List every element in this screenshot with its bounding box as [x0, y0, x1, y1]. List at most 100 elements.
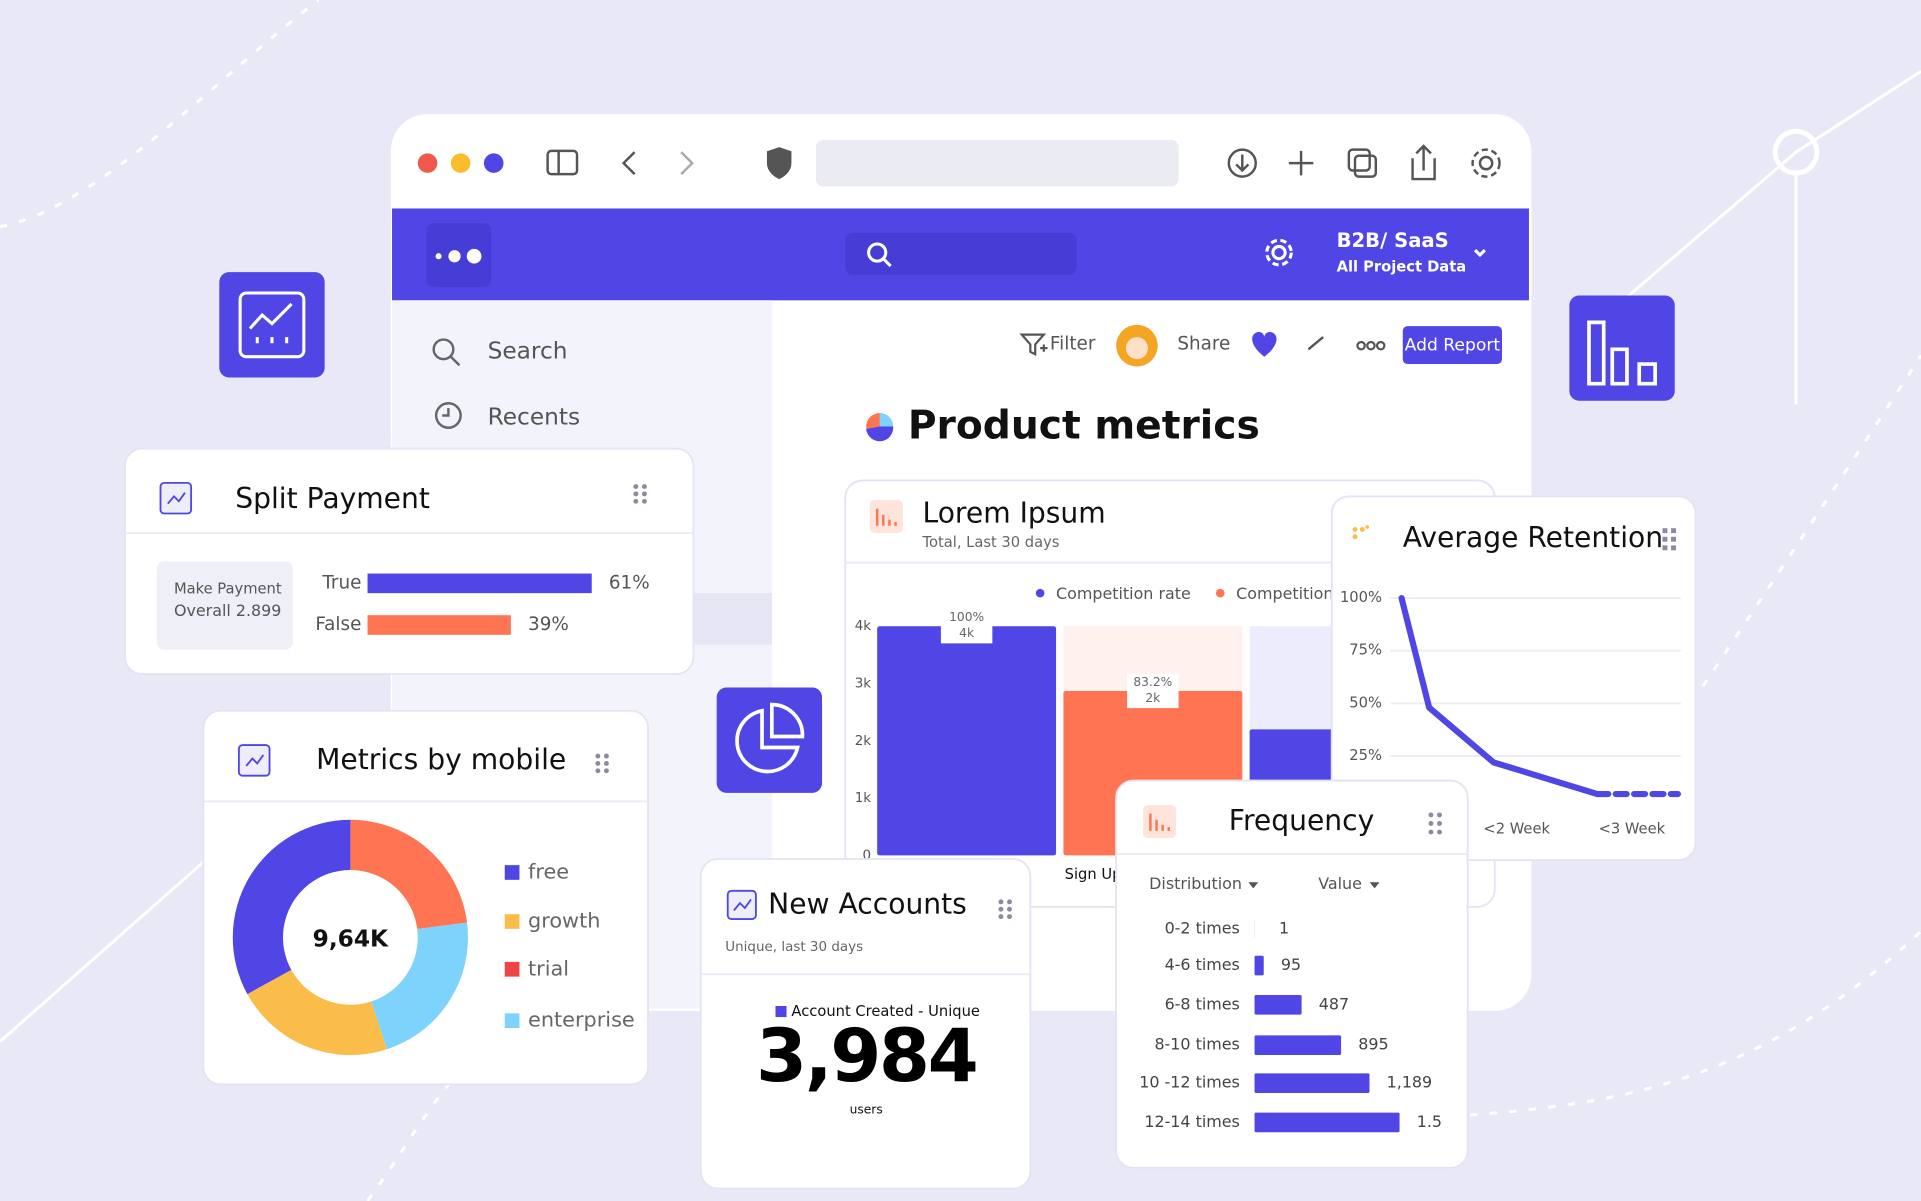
card-icon	[1143, 805, 1177, 839]
row-label: 12-14 times	[1144, 1112, 1240, 1131]
legend-label: enterprise	[528, 1008, 635, 1032]
shape	[1437, 829, 1442, 835]
drag-handle[interactable]	[1662, 528, 1676, 551]
column-header[interactable]: Distribution	[1149, 874, 1242, 893]
shape	[633, 498, 639, 504]
shape	[1040, 344, 1048, 352]
legend-swatch	[1215, 588, 1225, 598]
card-icon-line	[167, 492, 186, 505]
shape	[449, 355, 461, 367]
bar	[1254, 1112, 1400, 1133]
legend-label: Competition rate	[1056, 584, 1191, 603]
annotation-box	[940, 609, 993, 644]
summary-label: Make Payment	[174, 580, 282, 597]
donut-slice	[232, 819, 351, 995]
address-bar[interactable]	[815, 139, 1179, 187]
share-button[interactable]: Share	[1177, 333, 1230, 354]
shape	[1235, 154, 1250, 173]
drag-handle[interactable]	[998, 899, 1012, 920]
shape	[0, 0, 320, 229]
shape	[1019, 333, 1047, 357]
shape	[1007, 914, 1012, 920]
workspace-name[interactable]: B2B/ SaaS	[1337, 229, 1449, 252]
shape	[1662, 536, 1668, 542]
shape	[1662, 528, 1668, 534]
y-tick-label: 0	[862, 847, 871, 863]
shape	[595, 753, 601, 759]
shape	[766, 147, 792, 180]
shape	[546, 149, 579, 176]
title-icon-part	[866, 426, 894, 442]
project-name[interactable]: All Project Data	[1337, 258, 1467, 275]
value-label: 487	[1319, 994, 1349, 1013]
window-minimize[interactable]	[450, 153, 471, 173]
sidebar-recents[interactable]: Recents	[488, 403, 581, 430]
header-search[interactable]	[845, 232, 1077, 275]
y-tick-label: 25%	[1349, 747, 1382, 764]
card-title: Average Retention	[1403, 521, 1663, 554]
drag-handle[interactable]	[595, 753, 609, 774]
shape	[1701, 354, 1921, 688]
like-button[interactable]	[1252, 331, 1277, 357]
shape	[1359, 526, 1365, 532]
legend-label: growth	[528, 908, 600, 932]
card-icon-line	[733, 898, 752, 912]
filter-button[interactable]: Filter	[1050, 333, 1096, 354]
shape	[1662, 545, 1668, 551]
shape	[1671, 545, 1676, 551]
more-button[interactable]	[1356, 340, 1386, 351]
frequency-card: Frequency Distribution Value 0-2 times 1 4…	[1115, 779, 1469, 1169]
shape	[1471, 148, 1501, 178]
legend-swatch	[504, 914, 520, 929]
card-title: Frequency	[1229, 804, 1374, 837]
shape	[1579, 69, 1921, 339]
browser-icons[interactable]	[546, 144, 1501, 181]
shape	[1227, 148, 1257, 178]
add-report-button[interactable]	[1402, 326, 1503, 365]
logo-dot	[466, 248, 482, 264]
shape	[633, 484, 639, 490]
link-button[interactable]	[1307, 336, 1324, 351]
retention-card: Average Retention 25% 50% 75% 100% <2 Week <3…	[1330, 495, 1697, 862]
logo-dot	[448, 250, 461, 263]
avatar-face	[1125, 337, 1148, 360]
shape	[595, 760, 601, 766]
card	[699, 858, 1032, 1190]
card-icon-bars	[875, 508, 897, 526]
shape	[595, 768, 601, 774]
drag-handle[interactable]	[1428, 812, 1442, 835]
header-icons[interactable]	[867, 238, 1486, 268]
dropdown-arrow	[1248, 882, 1259, 889]
shape	[432, 338, 455, 361]
x-tick-label: Sign Up	[1065, 866, 1122, 883]
shape	[641, 484, 647, 490]
sidebar-search[interactable]: Search	[488, 337, 568, 364]
bar	[1254, 1073, 1370, 1094]
split-payment-card: Split Payment Make Payment Overall 2.899…	[124, 447, 695, 675]
drag-handle[interactable]	[633, 484, 647, 504]
shape	[867, 242, 888, 263]
row-label: 0-2 times	[1165, 918, 1240, 937]
legend-label: trial	[528, 956, 569, 980]
bar	[1254, 1035, 1342, 1056]
window-close[interactable]	[417, 153, 438, 173]
shape	[1365, 525, 1370, 529]
add-report-label[interactable]: Add Report	[1405, 336, 1501, 356]
floating-icons	[219, 272, 1675, 793]
metric-label: Account Created - Unique	[791, 1003, 980, 1020]
shape	[1288, 150, 1314, 176]
window-zoom[interactable]	[483, 153, 504, 173]
column-header[interactable]: Value	[1318, 874, 1362, 893]
annotation-value: 2k	[1145, 691, 1161, 705]
legend-swatch	[504, 1013, 520, 1029]
page-title: Product metrics	[908, 403, 1260, 448]
x-tick-label: <3 Week	[1599, 821, 1666, 838]
row-label: True	[321, 572, 361, 593]
mobile-card: Metrics by mobile 9,64K trial enterprise gr…	[202, 709, 650, 1086]
bar	[1254, 994, 1302, 1015]
shape	[1007, 906, 1012, 912]
shape	[434, 402, 462, 429]
shape	[1478, 155, 1494, 171]
shape	[1353, 154, 1378, 178]
